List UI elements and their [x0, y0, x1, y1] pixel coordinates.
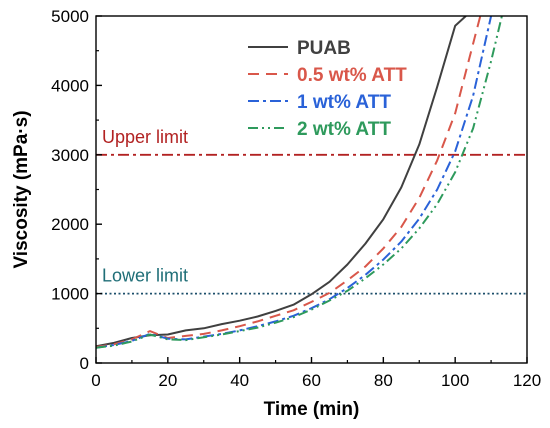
- x-axis-title: Time (min): [264, 399, 360, 420]
- y-tick-label-4: 4000: [51, 76, 89, 95]
- series-line-3: [96, 16, 503, 349]
- legend-label-2: 1 wt% ATT: [297, 92, 391, 113]
- axis-ticks: 0 20 40 60 80 100 120 0 1000 2000 3000 4000 5000: [51, 7, 541, 390]
- series-line-0: [96, 16, 467, 348]
- y-tick-label-2: 2000: [51, 215, 89, 234]
- legend: PUAB 0.5 wt% ATT 1 wt% ATT 2 wt% ATT: [248, 38, 407, 140]
- x-tick-label-1: 20: [158, 371, 177, 390]
- series-lines: [96, 16, 503, 349]
- x-tick-label-5: 100: [441, 371, 469, 390]
- reference-label-0: Upper limit: [102, 127, 188, 147]
- reference-label-1: Lower limit: [102, 266, 188, 286]
- series-line-1: [96, 16, 482, 348]
- x-tick-label-4: 80: [374, 371, 393, 390]
- y-tick-label-0: 0: [80, 354, 89, 373]
- x-tick-label-0: 0: [91, 371, 100, 390]
- x-tick-label-2: 40: [230, 371, 249, 390]
- y-tick-label-1: 1000: [51, 285, 89, 304]
- x-tick-label-3: 60: [302, 371, 321, 390]
- y-tick-label-5: 5000: [51, 7, 89, 26]
- legend-label-1: 0.5 wt% ATT: [297, 65, 407, 86]
- legend-label-0: PUAB: [297, 38, 351, 59]
- x-tick-label-6: 120: [513, 371, 541, 390]
- series-line-2: [96, 16, 493, 349]
- y-tick-label-3: 3000: [51, 146, 89, 165]
- reference-lines: Upper limit Lower limit: [96, 127, 527, 295]
- y-axis-title: Viscosity (mPa·s): [11, 110, 32, 268]
- legend-label-3: 2 wt% ATT: [297, 119, 391, 140]
